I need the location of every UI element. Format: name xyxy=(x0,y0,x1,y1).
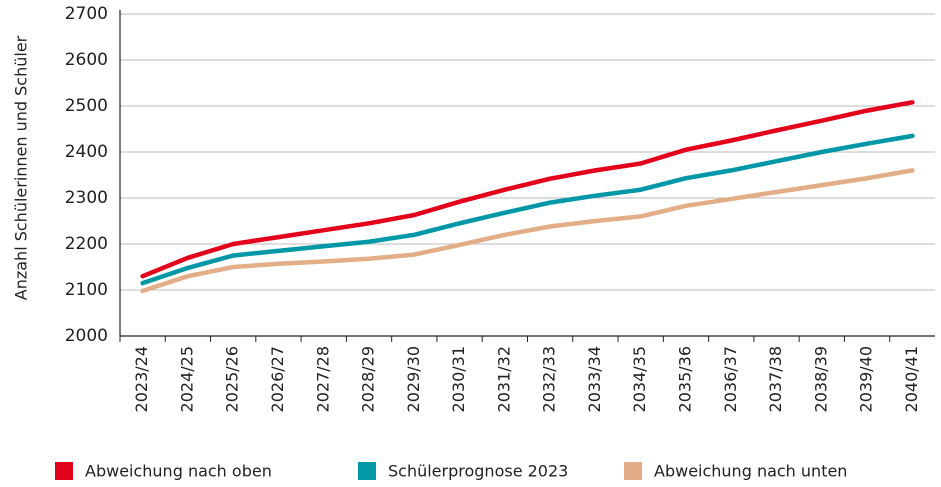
y-axis-label: Anzahl Schülerinnen und Schüler xyxy=(12,35,31,300)
x-tick-label: 2036/37 xyxy=(721,346,740,412)
y-tick-label: 2400 xyxy=(65,142,108,162)
legend-swatch xyxy=(55,462,73,480)
x-tick-label: 2039/40 xyxy=(857,346,876,412)
y-tick-label: 2700 xyxy=(65,4,108,24)
x-tick-label: 2030/31 xyxy=(449,346,468,412)
y-tick-label: 2500 xyxy=(65,96,108,116)
x-tick-label: 2029/30 xyxy=(404,346,423,412)
x-tick-label: 2033/34 xyxy=(585,346,604,412)
x-tick-label: 2028/29 xyxy=(359,346,378,412)
x-tick-label: 2031/32 xyxy=(494,346,513,412)
series-line xyxy=(140,133,915,286)
legend-label: Abweichung nach unten xyxy=(654,462,847,481)
y-tick-label: 2200 xyxy=(65,234,108,254)
y-tick-label: 2100 xyxy=(65,280,108,300)
legend-label: Abweichung nach oben xyxy=(85,462,272,481)
x-tick-label: 2038/39 xyxy=(811,346,830,412)
y-tick-label: 2000 xyxy=(65,326,108,346)
x-tick-label: 2026/27 xyxy=(268,346,287,412)
legend-swatch xyxy=(624,462,642,480)
x-tick-label: 2034/35 xyxy=(630,346,649,412)
x-tick-label: 2024/25 xyxy=(177,346,196,412)
y-tick-label: 2600 xyxy=(65,50,108,70)
series-line xyxy=(140,100,915,279)
series-line xyxy=(140,168,915,294)
x-tick-label: 2032/33 xyxy=(540,346,559,412)
y-tick-label: 2300 xyxy=(65,188,108,208)
x-tick-label: 2040/41 xyxy=(902,346,921,412)
x-tick-label: 2037/38 xyxy=(766,346,785,412)
x-tick-label: 2027/28 xyxy=(313,346,332,412)
legend-label: Schülerprognose 2023 xyxy=(388,462,568,481)
x-tick-label: 2023/24 xyxy=(132,346,151,412)
x-tick-label: 2035/36 xyxy=(675,346,694,412)
x-tick-label: 2025/26 xyxy=(223,346,242,412)
legend-swatch xyxy=(358,462,376,480)
